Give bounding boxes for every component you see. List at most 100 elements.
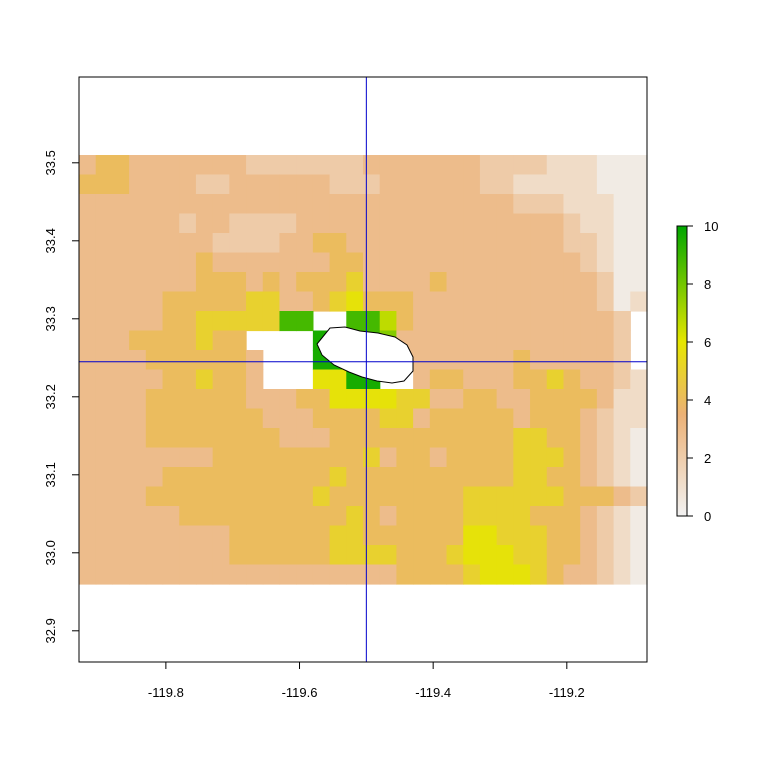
raster-cell xyxy=(363,213,381,234)
raster-cell xyxy=(162,408,180,429)
raster-cell xyxy=(246,564,264,585)
raster-cell xyxy=(546,369,565,390)
raster-cell xyxy=(246,389,264,410)
legend-tick-label: 6 xyxy=(704,335,711,350)
raster-cell xyxy=(145,389,164,410)
raster-cell xyxy=(145,506,164,527)
raster-cell xyxy=(329,564,347,585)
raster-cell xyxy=(112,389,130,410)
raster-cell xyxy=(396,408,414,429)
raster-cell xyxy=(279,213,297,234)
raster-cell xyxy=(329,447,347,468)
raster-cell xyxy=(580,213,598,234)
raster-cell xyxy=(145,213,164,234)
raster-cell xyxy=(246,213,264,234)
raster-cell xyxy=(346,291,364,312)
raster-cell xyxy=(179,155,197,176)
raster-cell xyxy=(162,428,180,449)
raster-cell xyxy=(513,428,531,449)
raster-cell xyxy=(496,252,514,273)
raster-cell xyxy=(129,174,147,195)
raster-cell xyxy=(513,174,531,195)
raster-cell xyxy=(496,525,514,546)
raster-cell xyxy=(580,291,598,312)
raster-cell xyxy=(145,155,164,176)
raster-cell xyxy=(145,194,164,215)
raster-cell xyxy=(112,252,130,273)
raster-cell xyxy=(179,428,197,449)
raster-cell xyxy=(513,467,531,488)
raster-cell xyxy=(162,155,180,176)
raster-cell xyxy=(279,252,297,273)
y-tick-label: 33.1 xyxy=(43,462,58,487)
raster-cell xyxy=(580,194,598,215)
raster-cell xyxy=(95,330,114,351)
raster-cell xyxy=(179,486,197,507)
raster-cell xyxy=(563,291,581,312)
raster-cell xyxy=(329,194,347,215)
raster-cell xyxy=(262,486,281,507)
raster-cell xyxy=(195,174,214,195)
raster-cell xyxy=(162,213,180,234)
raster-cell xyxy=(229,213,247,234)
raster-cell xyxy=(145,291,164,312)
raster-cell xyxy=(279,194,297,215)
raster-cell xyxy=(363,486,381,507)
raster-cell xyxy=(530,233,548,254)
raster-cell xyxy=(596,486,615,507)
raster-cell xyxy=(346,525,364,546)
raster-cell xyxy=(129,545,147,566)
raster-cell xyxy=(429,233,448,254)
raster-cell xyxy=(195,369,214,390)
raster-cell xyxy=(413,525,431,546)
raster-cell xyxy=(513,506,531,527)
raster-cell xyxy=(563,428,581,449)
raster-cell xyxy=(95,252,114,273)
raster-cell xyxy=(530,194,548,215)
raster-cell xyxy=(413,350,431,371)
raster-cell xyxy=(212,447,230,468)
raster-cell xyxy=(229,252,247,273)
raster-cell xyxy=(613,428,631,449)
legend-tick-label: 8 xyxy=(704,277,711,292)
raster-cell xyxy=(513,252,531,273)
raster-cell xyxy=(329,272,347,293)
raster-cell xyxy=(479,174,498,195)
raster-cell xyxy=(530,564,548,585)
raster-cell xyxy=(379,447,398,468)
raster-cell xyxy=(246,369,264,390)
raster-cell xyxy=(463,252,481,273)
raster-cell xyxy=(446,545,464,566)
raster-cell xyxy=(580,525,598,546)
raster-cell xyxy=(429,174,448,195)
legend-color-bar xyxy=(676,225,688,517)
raster-cell xyxy=(195,291,214,312)
raster-cell xyxy=(262,272,281,293)
raster-cell xyxy=(312,428,331,449)
raster-cell xyxy=(446,350,464,371)
raster-cell xyxy=(145,311,164,332)
raster-cell xyxy=(162,486,180,507)
raster-cell xyxy=(446,408,464,429)
raster-cell xyxy=(513,311,531,332)
raster-cell xyxy=(195,389,214,410)
raster-cell xyxy=(212,330,230,351)
raster-cell xyxy=(312,155,331,176)
raster-cell xyxy=(463,330,481,351)
legend-ticks: 0 2 4 6 8 10 xyxy=(687,219,718,524)
raster-cell xyxy=(379,252,398,273)
raster-cell xyxy=(463,369,481,390)
raster-cell xyxy=(429,506,448,527)
raster-cell xyxy=(479,389,498,410)
raster-cell xyxy=(396,545,414,566)
raster-cell xyxy=(546,155,565,176)
raster-cell xyxy=(296,545,314,566)
raster-cell xyxy=(195,447,214,468)
raster-cell xyxy=(179,506,197,527)
raster-cell xyxy=(179,311,197,332)
raster-cell xyxy=(396,213,414,234)
raster-cell xyxy=(229,174,247,195)
raster-cell xyxy=(613,486,631,507)
raster-cell xyxy=(513,155,531,176)
raster-cell xyxy=(296,564,314,585)
